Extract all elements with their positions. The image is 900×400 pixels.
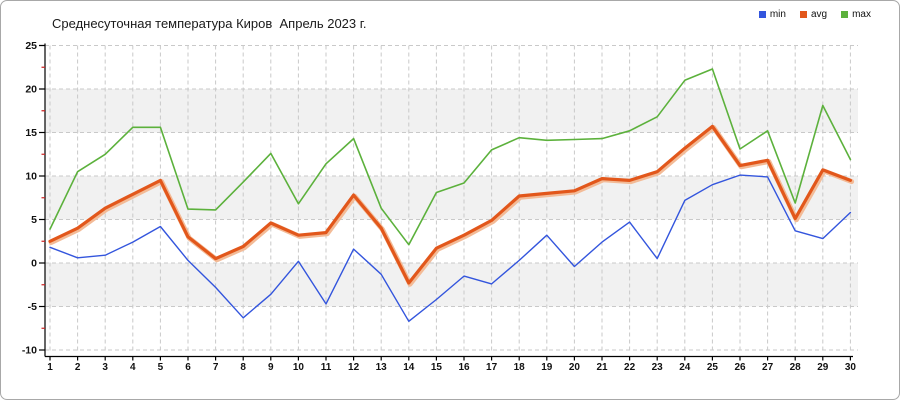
svg-text:11: 11 <box>321 362 332 373</box>
svg-text:26: 26 <box>734 362 746 373</box>
legend-swatch-min <box>758 11 766 18</box>
x-axis-ticks <box>49 356 852 361</box>
chart-legend: min avg max <box>758 9 871 20</box>
svg-text:15: 15 <box>25 127 37 139</box>
vertical-gridlines <box>49 45 851 353</box>
legend-item-min[interactable]: min <box>758 9 786 20</box>
svg-text:18: 18 <box>514 362 526 373</box>
svg-text:6: 6 <box>185 362 191 373</box>
svg-text:14: 14 <box>403 362 415 373</box>
svg-text:16: 16 <box>458 362 470 373</box>
svg-text:-10: -10 <box>22 345 37 357</box>
svg-text:2: 2 <box>75 362 81 373</box>
avg-series-line <box>48 124 855 287</box>
legend-label-min: min <box>769 9 786 20</box>
chart-title: Среднесуточная температура Киров Апрель … <box>52 16 367 31</box>
svg-text:30: 30 <box>845 362 857 373</box>
svg-text:8: 8 <box>240 362 246 373</box>
legend-swatch-avg <box>799 11 807 18</box>
svg-text:5: 5 <box>158 362 164 373</box>
svg-text:25: 25 <box>25 40 37 52</box>
svg-text:9: 9 <box>268 362 274 373</box>
svg-text:20: 20 <box>25 84 37 96</box>
svg-text:25: 25 <box>707 362 719 373</box>
min-series-line <box>49 174 852 322</box>
svg-text:5: 5 <box>31 214 37 226</box>
svg-text:4: 4 <box>130 362 136 373</box>
svg-text:27: 27 <box>762 362 774 373</box>
svg-text:23: 23 <box>652 362 664 373</box>
legend-swatch-max <box>841 11 849 18</box>
x-axis-labels: 1 2 3 4 5 6 7 8 9 10 11 12 13 14 15 16 17 18 19 20 21 22 23 24 2… <box>47 362 856 373</box>
svg-text:20: 20 <box>569 362 581 373</box>
svg-text:17: 17 <box>486 362 498 373</box>
svg-text:15: 15 <box>431 362 443 373</box>
svg-text:10: 10 <box>25 171 37 183</box>
svg-text:12: 12 <box>348 362 360 373</box>
y-axis-minor-ticks <box>41 66 45 329</box>
svg-text:13: 13 <box>376 362 388 373</box>
svg-text:29: 29 <box>817 362 829 373</box>
legend-label-max: max <box>852 9 871 20</box>
svg-text:3: 3 <box>102 362 108 373</box>
svg-text:1: 1 <box>47 362 53 373</box>
svg-text:0: 0 <box>31 258 37 270</box>
axes <box>44 43 853 358</box>
max-series-line <box>49 68 852 246</box>
svg-text:21: 21 <box>596 362 608 373</box>
svg-text:28: 28 <box>790 362 802 373</box>
legend-label-avg: avg <box>810 9 828 20</box>
svg-text:19: 19 <box>541 362 553 373</box>
y-axis-labels: 25 20 15 10 5 0 -5 -10 <box>22 40 37 357</box>
legend-item-avg[interactable]: avg <box>799 9 828 20</box>
svg-text:10: 10 <box>293 362 305 373</box>
svg-text:22: 22 <box>624 362 636 373</box>
svg-text:24: 24 <box>679 362 691 373</box>
legend-item-max[interactable]: max <box>841 9 871 20</box>
y-axis-ticks <box>39 44 45 351</box>
svg-text:-5: -5 <box>28 301 37 313</box>
svg-text:7: 7 <box>213 362 219 373</box>
